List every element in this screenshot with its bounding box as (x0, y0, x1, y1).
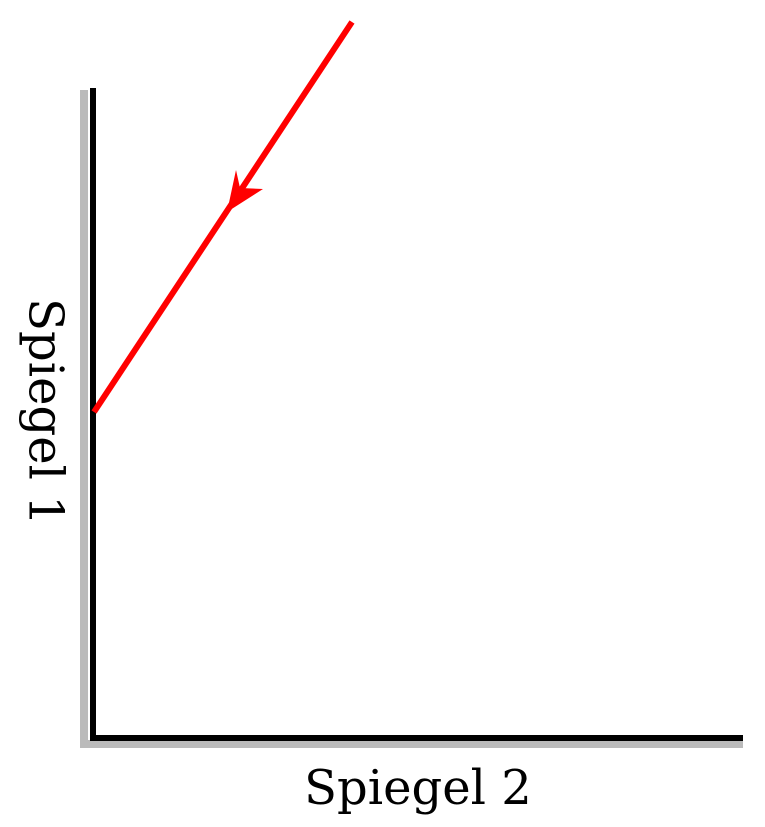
light-ray (91, 20, 355, 414)
mirror-1-label: Spiegel 1 (18, 298, 74, 526)
mirror-1-shadow (80, 90, 88, 746)
mirror-2-label: Spiegel 2 (304, 760, 532, 816)
mirror-2-shadow (80, 740, 743, 748)
ray-direction-arrow-icon (227, 170, 263, 212)
mirror-shadows (80, 90, 743, 748)
